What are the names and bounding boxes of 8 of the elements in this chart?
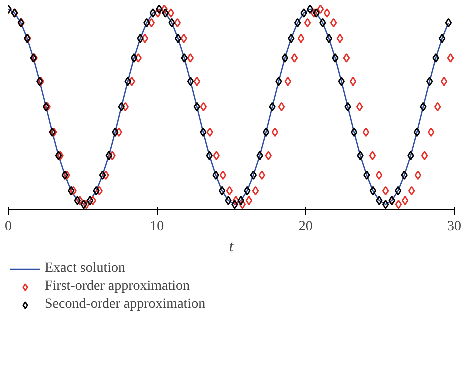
x-tick-label: 0 [5,220,12,234]
legend-label: Second-order approximation [45,296,206,314]
x-axis-title: t [229,238,234,256]
x-tick-label: 30 [448,220,462,234]
legend-label: First-order approximation [45,278,190,296]
x-tick-label: 20 [298,220,313,234]
x-tick-label: 10 [150,220,164,234]
legend-label: Exact solution [45,260,126,278]
